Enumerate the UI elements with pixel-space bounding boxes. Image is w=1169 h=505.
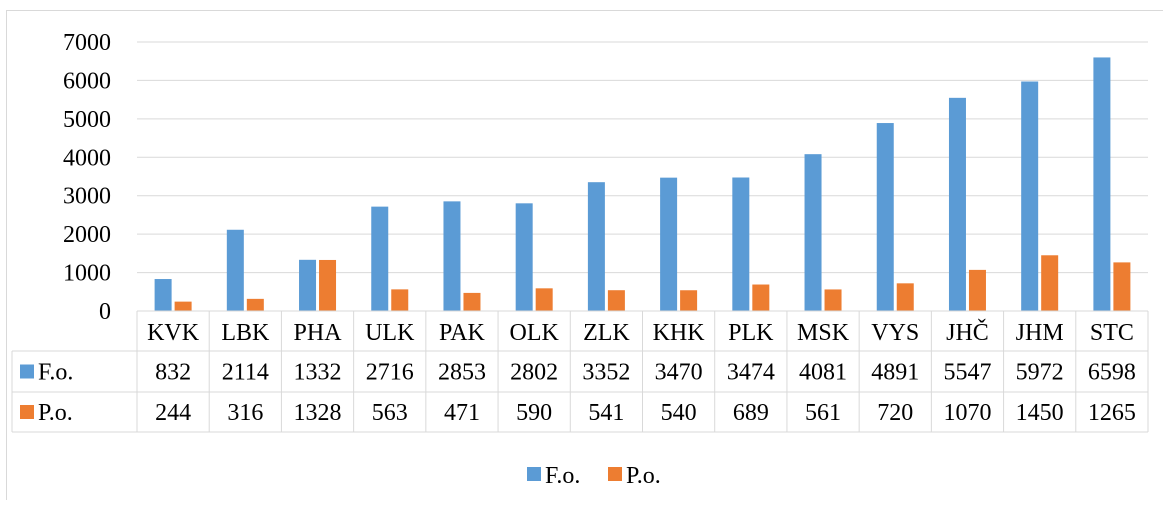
table-value: 2853 — [438, 360, 486, 386]
legend-key-po — [608, 467, 622, 481]
legend-label: P.o. — [626, 463, 661, 489]
category-label: LBK — [221, 320, 270, 346]
category-label: ULK — [365, 320, 415, 346]
table-value: 563 — [372, 400, 408, 426]
table-series-label: P.o. — [38, 400, 73, 426]
table-value: 6598 — [1088, 360, 1136, 386]
table-value: 1328 — [294, 400, 342, 426]
bar-po — [391, 289, 409, 311]
table-series-label: F.o. — [38, 360, 73, 386]
bar-po — [680, 290, 698, 311]
category-label: VYS — [871, 320, 919, 346]
category-label: ZLK — [583, 320, 630, 346]
table-value: 4891 — [871, 360, 919, 386]
table-value: 316 — [227, 400, 263, 426]
bar-po — [752, 284, 770, 311]
table-value: 471 — [444, 400, 480, 426]
category-label: JHČ — [946, 319, 989, 346]
category-label: OLK — [510, 320, 560, 346]
table-value: 561 — [805, 400, 841, 426]
bar-po — [246, 298, 264, 311]
table-value: 1450 — [1016, 400, 1064, 426]
table-value: 720 — [877, 400, 913, 426]
table-value: 244 — [155, 400, 191, 426]
table-value: 4081 — [799, 360, 847, 386]
bar-fo — [660, 177, 678, 311]
table-value: 3470 — [655, 360, 703, 386]
y-tick-label: 0 — [99, 299, 111, 325]
category-label: PLK — [728, 320, 774, 346]
category-label: PAK — [439, 320, 485, 346]
legend-label: F.o. — [545, 463, 580, 489]
bar-po — [824, 289, 842, 311]
bar-fo — [443, 201, 461, 311]
y-tick-label: 6000 — [63, 68, 111, 94]
y-tick-label: 4000 — [63, 145, 111, 171]
category-label: STC — [1090, 320, 1134, 346]
bar-po — [463, 292, 481, 311]
bar-fo — [226, 229, 244, 311]
table-value: 832 — [155, 360, 191, 386]
table-value: 540 — [661, 400, 697, 426]
bar-fo — [1093, 57, 1111, 311]
bar-fo — [732, 177, 750, 311]
gridlines — [137, 41, 1148, 274]
table-value: 1265 — [1088, 400, 1136, 426]
table-value: 1070 — [943, 400, 991, 426]
table-value: 2716 — [366, 360, 414, 386]
y-tick-label: 7000 — [63, 30, 111, 56]
y-tick-label: 1000 — [63, 261, 111, 287]
chart-frame — [6, 10, 1163, 500]
bar-po — [1113, 262, 1131, 311]
table-value: 5972 — [1016, 360, 1064, 386]
table-key-po — [20, 405, 34, 419]
bar-fo — [371, 206, 389, 311]
category-label: KHK — [653, 320, 706, 346]
y-axis-tick-labels: 0 1000 2000 3000 4000 5000 6000 7000 — [63, 30, 111, 325]
table-value: 689 — [733, 400, 769, 426]
y-tick-label: 5000 — [63, 107, 111, 133]
bar-fo — [804, 154, 822, 311]
bar-po — [607, 290, 625, 311]
table-value: 3352 — [582, 360, 630, 386]
bar-po — [319, 259, 337, 311]
bar-fo — [876, 123, 894, 311]
bar-po — [968, 269, 986, 311]
table-value: 2802 — [510, 360, 558, 386]
bar-po — [174, 301, 192, 311]
category-label: PHA — [294, 320, 343, 346]
bar-po — [535, 288, 553, 311]
table-value: 5547 — [943, 360, 991, 386]
bar-fo — [1021, 81, 1039, 311]
category-label: JHM — [1016, 320, 1064, 346]
table-value: 590 — [516, 400, 552, 426]
table-value: 3474 — [727, 360, 775, 386]
bar-fo — [587, 182, 605, 311]
bar-po — [896, 283, 914, 311]
bar-po — [1041, 255, 1059, 311]
bar-fo — [299, 259, 317, 311]
bars — [154, 57, 1131, 311]
bar-fo — [154, 279, 172, 311]
table-value: 2114 — [222, 360, 269, 386]
bar-fo — [948, 97, 966, 311]
table-value: 1332 — [294, 360, 342, 386]
table-key-fo — [20, 364, 34, 379]
y-tick-label: 2000 — [63, 222, 111, 248]
category-label: MSK — [797, 320, 850, 346]
legend-key-fo — [527, 467, 541, 481]
category-label: KVK — [147, 320, 200, 346]
data-table: KVK LBK PHA ULK PAK OLK ZLK KHK PLK MSK VYS JHČ JHM S… — [11, 310, 1149, 433]
y-tick-label: 3000 — [63, 184, 111, 210]
table-value: 541 — [588, 400, 624, 426]
legend: F.o. P.o. — [527, 463, 661, 489]
bar-fo — [515, 203, 533, 311]
